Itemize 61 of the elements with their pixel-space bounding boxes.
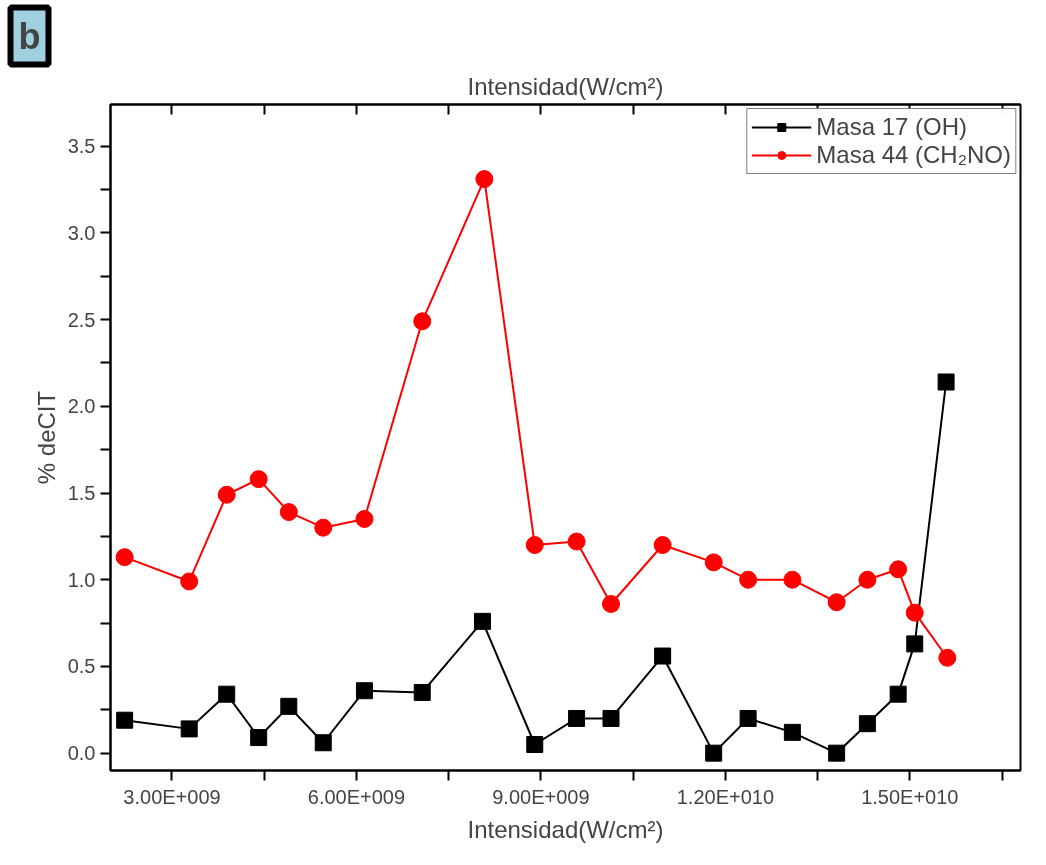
point — [568, 709, 586, 727]
point — [783, 723, 801, 741]
y-tick-label: 0.0 — [67, 742, 96, 765]
point — [180, 572, 199, 591]
y-tick-label: 3.0 — [67, 221, 96, 244]
point — [889, 685, 907, 703]
point — [218, 685, 236, 703]
y-tick-label: 1.5 — [67, 482, 96, 504]
text: b — [18, 15, 41, 57]
point — [567, 532, 586, 551]
point — [858, 570, 877, 589]
point — [475, 170, 494, 189]
point — [413, 683, 431, 701]
x-tick-label: 1.20E+010 — [676, 785, 775, 808]
point — [827, 593, 846, 612]
point — [889, 560, 908, 579]
point — [739, 570, 758, 589]
point — [250, 729, 268, 747]
point — [938, 648, 957, 667]
point — [116, 711, 134, 729]
point — [937, 373, 955, 391]
point — [602, 595, 620, 613]
point — [249, 470, 268, 489]
point — [905, 603, 924, 622]
point — [525, 536, 544, 555]
point — [653, 536, 672, 555]
legend-label: Masa 44 (CH₂NO) — [816, 141, 1011, 169]
point — [314, 734, 332, 752]
point — [828, 744, 846, 762]
point — [413, 312, 432, 331]
y-axis-title: % deCIT — [32, 390, 60, 485]
point — [858, 715, 876, 733]
x-tick-label: 9.00E+009 — [492, 785, 590, 808]
y-tick-label: 3.5 — [67, 135, 96, 158]
x-tick-label: 6.00E+009 — [307, 785, 406, 808]
point — [602, 709, 620, 727]
point — [704, 553, 723, 572]
x-tick-label: 3.00E+009 — [123, 785, 221, 808]
point — [115, 548, 134, 567]
y-tick-label: 0.5 — [67, 655, 96, 678]
x-axis-title: Intensidad(W/cm²) — [467, 815, 664, 843]
y-tick-label: 2.5 — [67, 308, 96, 331]
point — [314, 518, 333, 537]
point — [906, 635, 924, 653]
x2-axis-title: Intensidad(W/cm²) — [467, 72, 664, 100]
point — [279, 503, 298, 522]
point — [355, 510, 374, 528]
x-tick-label: 1.50E+010 — [861, 785, 959, 808]
point — [217, 485, 236, 504]
y-tick-label: 1.0 — [67, 568, 96, 591]
point — [280, 697, 298, 715]
legend-label: Masa 17 (OH) — [816, 113, 968, 141]
point — [705, 744, 723, 762]
point — [355, 682, 373, 700]
point — [473, 612, 491, 630]
point — [739, 709, 757, 727]
y-tick-label: 2.0 — [67, 395, 96, 418]
point — [783, 570, 802, 589]
point — [526, 735, 544, 753]
point — [180, 720, 198, 738]
point — [654, 647, 672, 665]
